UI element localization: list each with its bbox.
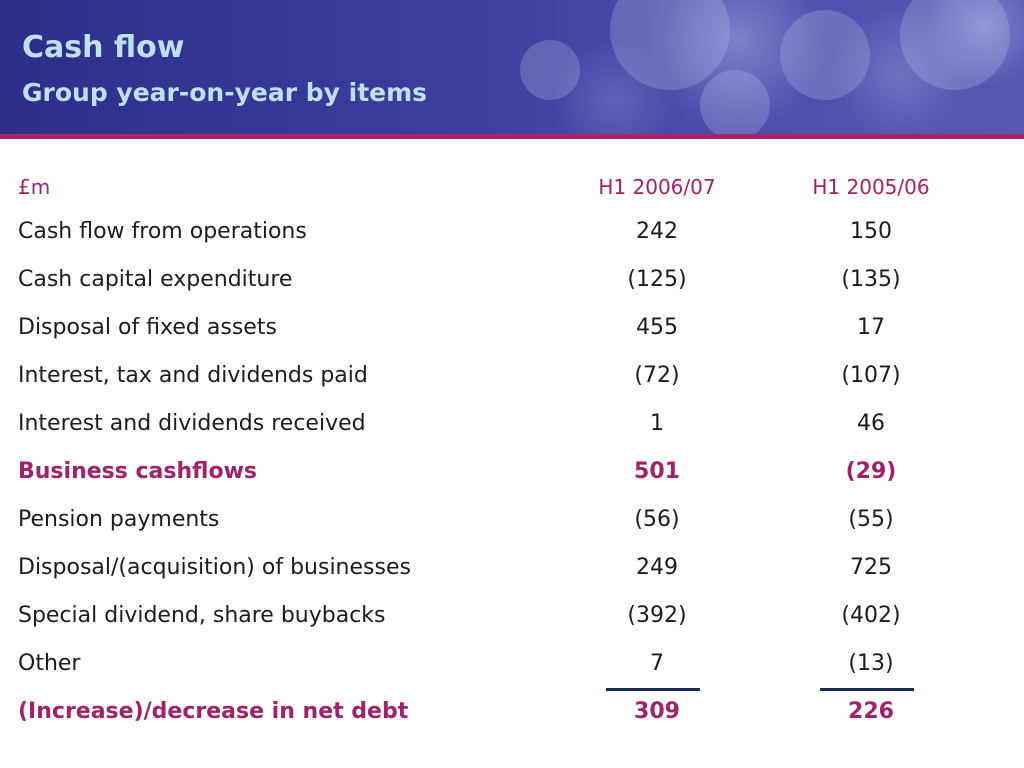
banner-bubble [520, 40, 580, 100]
table-row: Other 7 (13) [0, 644, 1024, 684]
row-label: Disposal/(acquisition) of businesses [18, 555, 411, 580]
value-h1-2005-06: (29) [845, 459, 897, 484]
page-title: Cash flow [22, 30, 185, 65]
row-label: Cash capital expenditure [18, 267, 293, 292]
table-header-row: £m H1 2006/07 H1 2005/06 [0, 167, 1024, 207]
value-h1-2005-06: (135) [841, 267, 901, 292]
value-h1-2005-06: 46 [857, 411, 885, 436]
value-h1-2006-07: 7 [650, 651, 664, 676]
value-h1-2005-06: (107) [841, 363, 901, 388]
value-h1-2005-06: 226 [848, 699, 894, 724]
unit-label: £m [18, 175, 51, 199]
value-h1-2005-06: 17 [857, 315, 885, 340]
page-subtitle: Group year-on-year by items [22, 78, 428, 107]
banner-bubble [700, 70, 770, 134]
table-row: Disposal/(acquisition) of businesses 249… [0, 548, 1024, 588]
value-h1-2005-06: 150 [850, 219, 892, 244]
value-h1-2006-07: 249 [636, 555, 678, 580]
value-h1-2006-07: (392) [627, 603, 687, 628]
banner-bubble [610, 0, 730, 90]
value-h1-2005-06: 725 [850, 555, 892, 580]
row-label: Interest and dividends received [18, 411, 366, 436]
table-row: Cash flow from operations 242 150 [0, 212, 1024, 252]
total-rule-h1-2006-07 [606, 688, 700, 691]
table-row: Pension payments (56) (55) [0, 500, 1024, 540]
header-divider [0, 134, 1024, 139]
table-row: Cash capital expenditure (125) (135) [0, 260, 1024, 300]
total-rule-h1-2005-06 [820, 688, 914, 691]
column-header-h1-2005-06: H1 2005/06 [812, 175, 930, 199]
table-row: Interest, tax and dividends paid (72) (1… [0, 356, 1024, 396]
value-h1-2006-07: (56) [634, 507, 680, 532]
row-label: Interest, tax and dividends paid [18, 363, 368, 388]
table-row: Special dividend, share buybacks (392) (… [0, 596, 1024, 636]
value-h1-2006-07: (72) [634, 363, 680, 388]
table-row-total: (Increase)/decrease in net debt 309 226 [0, 692, 1024, 732]
value-h1-2006-07: 242 [636, 219, 678, 244]
table-row-subtotal: Business cashflows 501 (29) [0, 452, 1024, 492]
row-label: (Increase)/decrease in net debt [18, 699, 409, 724]
value-h1-2005-06: (402) [841, 603, 901, 628]
value-h1-2006-07: 455 [636, 315, 678, 340]
value-h1-2006-07: 501 [634, 459, 680, 484]
header-banner: Cash flow Group year-on-year by items [0, 0, 1024, 134]
table-row: Disposal of fixed assets 455 17 [0, 308, 1024, 348]
row-label: Special dividend, share buybacks [18, 603, 386, 628]
value-h1-2005-06: (55) [848, 507, 894, 532]
table-row: Interest and dividends received 1 46 [0, 404, 1024, 444]
banner-bubble [780, 10, 870, 100]
row-label: Business cashflows [18, 459, 257, 484]
column-header-h1-2006-07: H1 2006/07 [598, 175, 716, 199]
row-label: Pension payments [18, 507, 220, 532]
banner-bubble [900, 0, 1010, 90]
row-label: Other [18, 651, 81, 676]
row-label: Cash flow from operations [18, 219, 307, 244]
value-h1-2006-07: 309 [634, 699, 680, 724]
value-h1-2006-07: (125) [627, 267, 687, 292]
value-h1-2005-06: (13) [848, 651, 894, 676]
value-h1-2006-07: 1 [650, 411, 664, 436]
row-label: Disposal of fixed assets [18, 315, 277, 340]
